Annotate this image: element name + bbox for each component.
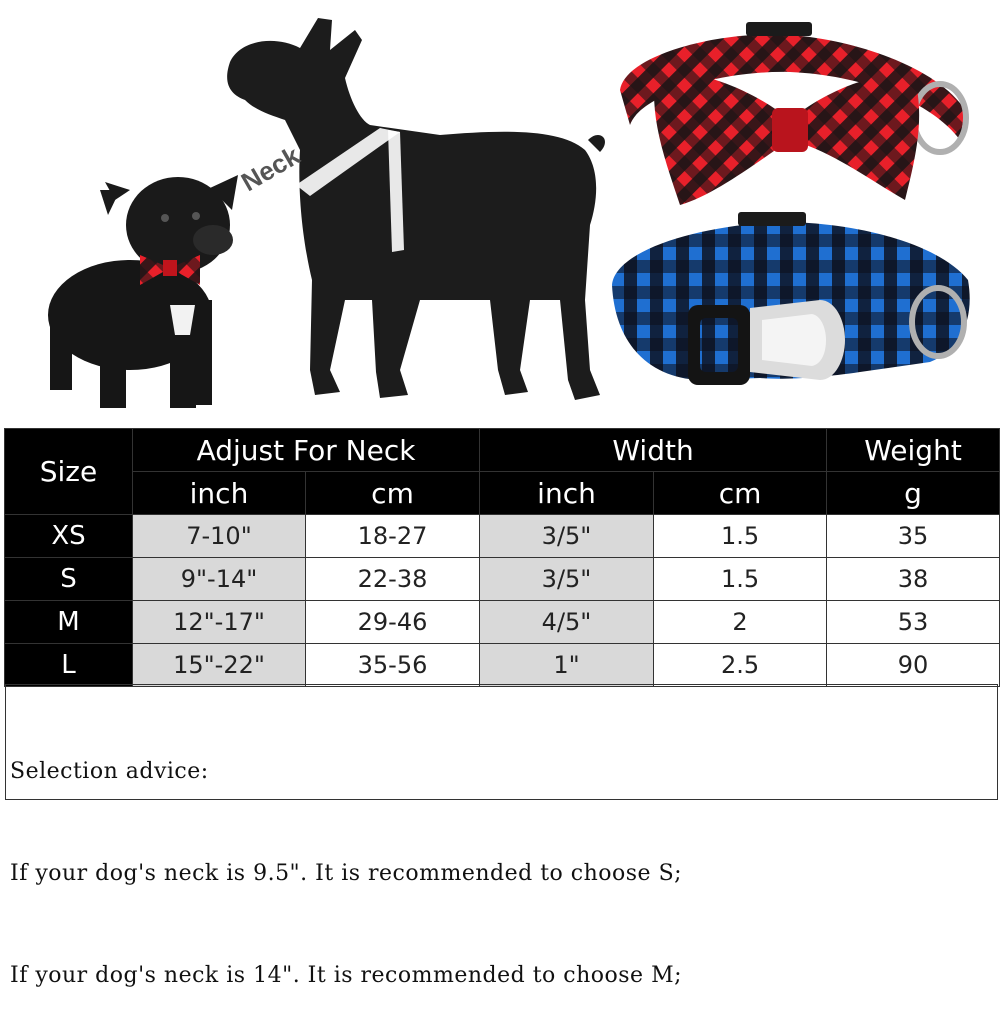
neck-inch-cell: 9"-14" [132, 557, 306, 601]
size-header: Size [4, 428, 133, 515]
neck-cm-cell: 35-56 [304, 643, 481, 687]
dog-silhouette [227, 18, 605, 400]
weight-cell: 35 [826, 514, 1001, 558]
width-cm-cell: 1.5 [653, 514, 828, 558]
neck-label: Neck [236, 140, 305, 197]
width-cm-header: cm [653, 471, 828, 515]
product-image: Neck [0, 0, 1002, 428]
product-illustration: Neck [48, 18, 970, 408]
neck-inch-header: inch [132, 471, 306, 515]
weight-cell: 53 [826, 600, 1001, 644]
width-inch-cell: 1" [479, 643, 655, 687]
neck-header: Adjust For Neck [131, 428, 481, 472]
selection-advice: Selection advice: If your dog's neck is … [5, 684, 998, 988]
bulldog-photo [48, 175, 238, 408]
neck-cm-header: cm [304, 471, 481, 515]
weight-cell: 38 [826, 557, 1001, 601]
width-inch-cell: 3/5" [479, 514, 655, 558]
size-chart-table: Size Adjust For Neck Width Weight inch c… [4, 428, 1001, 687]
size-cell: XS [4, 514, 133, 558]
table-row: L 15"-22" 35-56 1" 2.5 90 [4, 643, 1001, 687]
width-header: Width [479, 428, 828, 472]
neck-inch-cell: 15"-22" [132, 643, 306, 687]
weight-unit-header: g [826, 471, 1001, 515]
blue-plaid-collar [612, 212, 970, 385]
width-cm-cell: 1.5 [653, 557, 828, 601]
size-cell: L [4, 643, 133, 687]
advice-title: Selection advice: [10, 759, 209, 784]
red-plaid-collar [620, 22, 969, 205]
advice-line-1: If your dog's neck is 9.5". It is recomm… [10, 861, 683, 886]
width-cm-cell: 2 [653, 600, 828, 644]
harness-strap-2 [388, 130, 404, 252]
width-inch-cell: 4/5" [479, 600, 655, 644]
neck-cm-cell: 29-46 [304, 600, 481, 644]
weight-header: Weight [826, 428, 1001, 472]
size-cell: S [4, 557, 133, 601]
width-inch-header: inch [479, 471, 655, 515]
table-row: S 9"-14" 22-38 3/5" 1.5 38 [4, 557, 1001, 601]
table-row: XS 7-10" 18-27 3/5" 1.5 35 [4, 514, 1001, 558]
neck-inch-cell: 7-10" [132, 514, 306, 558]
weight-cell: 90 [826, 643, 1001, 687]
neck-inch-cell: 12"-17" [132, 600, 306, 644]
harness-strap [296, 128, 400, 196]
size-cell: M [4, 600, 133, 644]
width-inch-cell: 3/5" [479, 557, 655, 601]
advice-line-2: If your dog's neck is 14". It is recomme… [10, 963, 683, 988]
neck-cm-cell: 22-38 [304, 557, 481, 601]
width-cm-cell: 2.5 [653, 643, 828, 687]
neck-cm-cell: 18-27 [304, 514, 481, 558]
table-row: M 12"-17" 29-46 4/5" 2 53 [4, 600, 1001, 644]
